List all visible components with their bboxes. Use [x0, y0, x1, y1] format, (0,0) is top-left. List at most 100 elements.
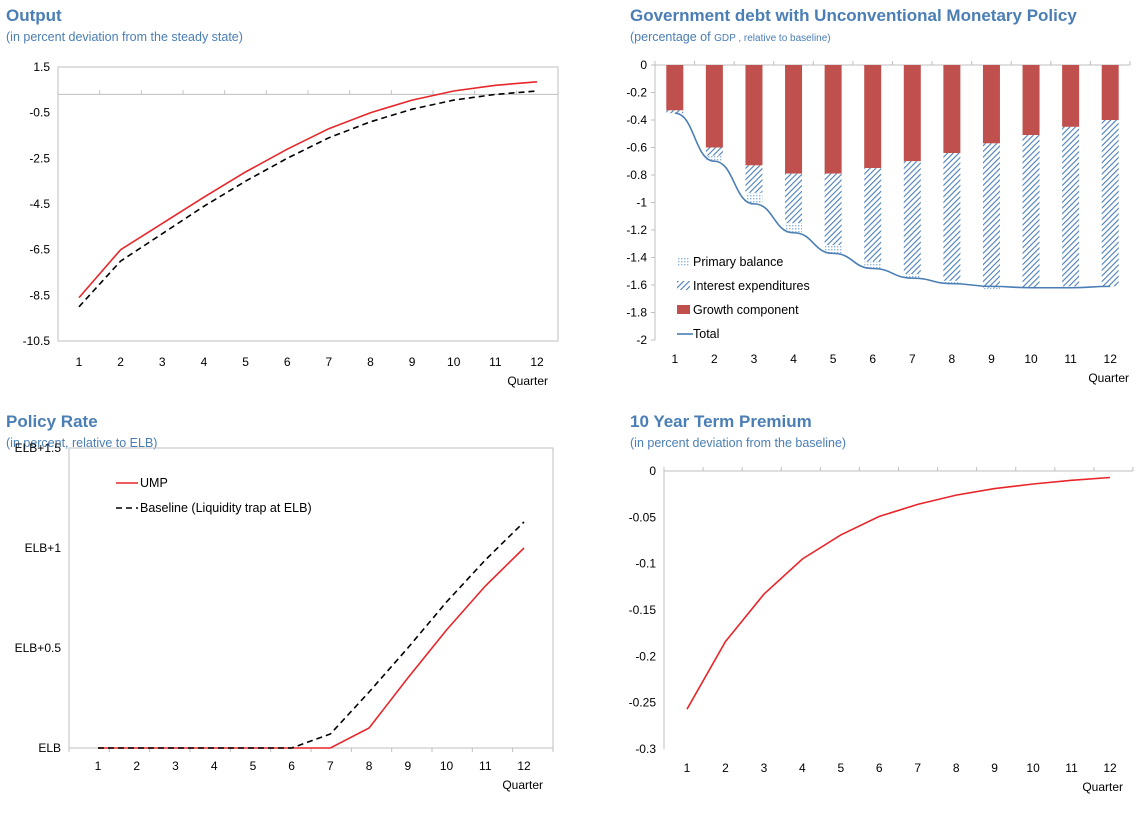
- policy-y-tick-label: ELB: [38, 741, 61, 755]
- policy-x-tick-label: 11: [479, 759, 492, 773]
- debt-x-tick-label: 9: [988, 352, 995, 366]
- policy-x-tick-label: 8: [366, 759, 373, 773]
- debt-bar-interest: [1062, 126, 1080, 287]
- legend-swatch-growth: [677, 305, 690, 314]
- policy-plot-frame: [68, 447, 554, 749]
- debt-bar-interest: [824, 173, 842, 246]
- term-y-tick-label: -0.15: [629, 603, 657, 617]
- term-x-tick-label: 5: [837, 761, 844, 775]
- output-title: Output: [6, 6, 62, 25]
- debt-x-tick-label: 8: [949, 352, 956, 366]
- output-x-tick-label: 12: [530, 355, 544, 369]
- debt-bar-primary: [745, 192, 763, 204]
- policy-y-tick-label: ELB+0.5: [15, 641, 62, 655]
- debt-bar-growth: [864, 65, 882, 169]
- term-x-tick-label: 1: [684, 761, 691, 775]
- policy-title: Policy Rate: [6, 412, 98, 431]
- term-x-tick-label: 7: [914, 761, 921, 775]
- debt-y-tick-label: -1.8: [626, 306, 647, 320]
- debt-bar-interest: [982, 143, 1000, 288]
- debt-y-tick-label: -0.6: [626, 141, 647, 155]
- legend-label: Primary balance: [693, 255, 783, 269]
- policy-x-tick-label: 3: [172, 759, 179, 773]
- debt-x-tick-label: 2: [711, 352, 718, 366]
- debt-bar-interest: [943, 153, 961, 281]
- output-x-tick-label: 8: [367, 355, 374, 369]
- output-y-tick-label: -2.5: [29, 151, 50, 165]
- policy-x-tick-label: 7: [327, 759, 334, 773]
- debt-bar-interest: [745, 165, 763, 193]
- output-y-tick-label: -10.5: [23, 334, 51, 348]
- term-x-tick-label: 2: [722, 761, 729, 775]
- debt-y-tick-label: -0.2: [626, 86, 647, 100]
- term-y-tick-label: -0.3: [635, 742, 656, 756]
- debt-bar-growth: [1101, 65, 1119, 120]
- debt-bar-interest: [1101, 120, 1119, 287]
- debt-bar-interest: [666, 110, 684, 114]
- output-x-tick-label: 4: [201, 355, 208, 369]
- policy-y-tick-label: ELB+1.5: [15, 441, 62, 455]
- term-x-tick-label: 3: [761, 761, 768, 775]
- debt-bar-growth: [1062, 65, 1080, 127]
- policy-x-tick-label: 10: [440, 759, 454, 773]
- debt-bar-growth: [824, 65, 842, 174]
- debt-bar-growth: [666, 65, 684, 111]
- debt-y-tick-label: -1: [636, 196, 647, 210]
- output-x-tick-label: 6: [284, 355, 291, 369]
- policy-legend-label-baseline: Baseline (Liquidity trap at ELB): [140, 501, 312, 515]
- term-y-tick-label: 0: [649, 464, 656, 478]
- output-y-tick-label: -4.5: [29, 197, 50, 211]
- debt-x-tick-label: 5: [830, 352, 837, 366]
- debt-bar-growth: [943, 65, 961, 153]
- output-y-tick-label: -0.5: [29, 106, 50, 120]
- debt-x-tick-label: 3: [751, 352, 758, 366]
- debt-bar-interest: [903, 161, 921, 274]
- legend-label: Interest expenditures: [693, 279, 810, 293]
- output-x-tick-label: 7: [325, 355, 332, 369]
- policy-x-axis-title: Quarter: [502, 778, 543, 792]
- output-x-tick-label: 3: [159, 355, 166, 369]
- term-chart: 0-0.05-0.1-0.15-0.2-0.25-0.31 2 3 4 5 6 7 8 9 10 1…: [629, 464, 1134, 794]
- debt-x-tick-label: 6: [869, 352, 876, 366]
- debt-bar-primary: [903, 274, 921, 279]
- policy-series-line-1: [98, 547, 525, 749]
- debt-x-tick-label: 1: [671, 352, 678, 366]
- debt-y-tick-label: -1.2: [626, 223, 647, 237]
- policy-subtitle: (in percent, relative to ELB): [6, 436, 158, 450]
- term-x-axis-title: Quarter: [1082, 780, 1123, 794]
- debt-bar-growth: [705, 65, 723, 148]
- legend-swatch-primary: [677, 257, 690, 266]
- debt-x-tick-label: 4: [790, 352, 797, 366]
- debt-bar-primary: [864, 261, 882, 269]
- debt-bar-interest: [705, 147, 723, 156]
- debt-x-axis-title: Quarter: [1088, 371, 1129, 385]
- debt-title: Government debt with Unconventional Mone…: [630, 6, 1077, 25]
- debt-y-tick-label: -2: [636, 333, 647, 347]
- policy-y-tick-label: ELB+1: [25, 541, 62, 555]
- output-y-tick-label: 1.5: [33, 60, 50, 74]
- debt-panel: Government debt with Unconventional Mone…: [626, 6, 1136, 396]
- debt-subtitle: (percentage of GDP , relative to baselin…: [630, 30, 831, 44]
- policy-x-tick-label: 6: [288, 759, 295, 773]
- policy-series-line-2: [98, 521, 525, 749]
- term-panel: 10 Year Term Premium (in percent deviati…: [629, 412, 1136, 802]
- debt-x-tick-label: 11: [1064, 352, 1077, 366]
- policy-panel: Policy Rate (in percent, relative to ELB…: [6, 412, 566, 812]
- legend-label: Growth component: [693, 303, 799, 317]
- debt-x-tick-label: 10: [1024, 352, 1038, 366]
- debt-subtitle-small: GDP , relative to baseline): [714, 33, 831, 44]
- debt-bar-primary: [705, 155, 723, 162]
- policy-x-tick-label: 1: [95, 759, 102, 773]
- output-x-tick-label: 10: [447, 355, 461, 369]
- term-x-tick-label: 12: [1103, 761, 1117, 775]
- legend-label: Total: [693, 327, 719, 341]
- term-y-tick-label: -0.1: [635, 557, 656, 571]
- policy-x-tick-label: 9: [404, 759, 411, 773]
- policy-x-tick-label: 5: [250, 759, 257, 773]
- output-x-axis-title: Quarter: [507, 374, 548, 388]
- term-x-tick-label: 8: [953, 761, 960, 775]
- policy-legend-label-ump: UMP: [140, 476, 168, 490]
- legend-swatch-interest: [677, 281, 690, 290]
- term-series-line-1: [686, 476, 1111, 710]
- debt-chart: 0-0.2-0.4-0.6-0.8-1-1.2-1.4-1.6-1.8-21 2 3…: [626, 58, 1131, 385]
